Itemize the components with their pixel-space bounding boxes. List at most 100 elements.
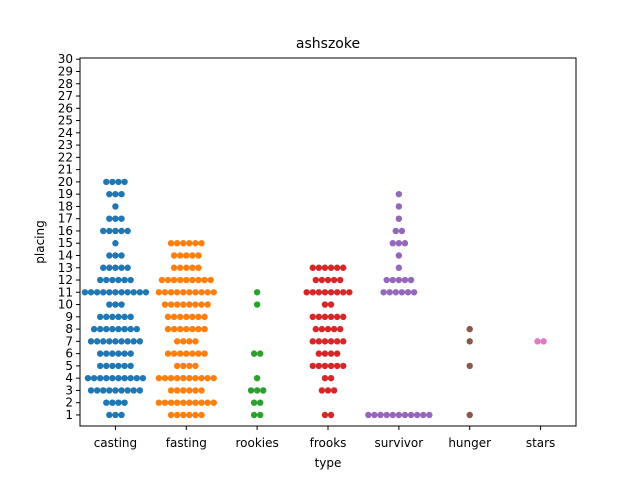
y-tick-label: 22 xyxy=(58,150,73,164)
data-point xyxy=(106,338,113,345)
y-tick-label: 18 xyxy=(58,199,73,213)
data-point xyxy=(327,374,335,382)
data-point xyxy=(318,325,326,333)
data-point xyxy=(115,325,122,333)
y-tick-label: 12 xyxy=(58,273,73,287)
data-point xyxy=(93,387,101,394)
data-point xyxy=(180,387,187,394)
data-point xyxy=(312,325,319,333)
data-point xyxy=(87,338,95,345)
data-point xyxy=(121,399,128,406)
data-point xyxy=(127,325,134,333)
data-point xyxy=(312,276,319,284)
data-point xyxy=(173,240,181,247)
x-tick-label: casting xyxy=(94,436,137,450)
data-point xyxy=(321,374,329,382)
data-point xyxy=(167,387,175,394)
data-point xyxy=(170,350,178,357)
data-point xyxy=(87,387,95,394)
data-point xyxy=(183,276,190,284)
data-point xyxy=(201,350,208,357)
data-point xyxy=(327,289,335,296)
data-point xyxy=(389,276,396,284)
data-point xyxy=(109,178,116,186)
data-point xyxy=(204,374,211,382)
data-point xyxy=(173,399,181,406)
data-point xyxy=(466,325,473,333)
data-point xyxy=(250,411,258,419)
data-point xyxy=(161,289,169,296)
data-point xyxy=(253,301,261,308)
data-point xyxy=(186,387,193,394)
data-point xyxy=(410,289,418,296)
data-point xyxy=(210,289,217,296)
data-point xyxy=(309,264,316,271)
data-point xyxy=(112,387,119,394)
data-point xyxy=(115,362,122,370)
data-point xyxy=(386,289,393,296)
data-point xyxy=(96,313,104,321)
data-point xyxy=(186,411,193,419)
data-point xyxy=(112,264,119,271)
data-point xyxy=(84,374,92,382)
data-point xyxy=(170,325,178,333)
data-point xyxy=(192,374,199,382)
data-point xyxy=(112,227,119,235)
data-point xyxy=(96,276,104,284)
data-point xyxy=(466,411,473,419)
data-point xyxy=(201,276,208,284)
data-point xyxy=(167,289,175,296)
data-point xyxy=(100,264,107,271)
x-axis-title: type xyxy=(315,456,342,470)
y-tick-label: 30 xyxy=(58,52,73,66)
data-point xyxy=(333,338,341,345)
x-tick-label: frooks xyxy=(310,436,347,450)
data-point xyxy=(106,215,113,222)
y-tick-label: 2 xyxy=(65,396,73,410)
data-point xyxy=(466,338,473,345)
data-point xyxy=(315,350,323,357)
data-point xyxy=(118,301,125,308)
data-point xyxy=(192,338,199,345)
y-tick-label: 8 xyxy=(65,322,73,336)
data-point xyxy=(164,325,172,333)
data-point xyxy=(124,289,131,296)
data-point xyxy=(124,227,131,235)
data-point xyxy=(195,276,202,284)
y-axis-ticks: 1234567891011121314151617181920212223242… xyxy=(58,52,80,422)
data-point xyxy=(195,350,202,357)
data-point xyxy=(253,289,261,296)
y-axis-title: placing xyxy=(33,220,47,263)
y-tick-label: 9 xyxy=(65,310,73,324)
y-tick-label: 19 xyxy=(58,187,73,201)
data-point xyxy=(133,374,140,382)
data-point xyxy=(106,264,113,271)
data-point xyxy=(395,215,403,222)
data-point xyxy=(90,374,98,382)
y-tick-label: 3 xyxy=(65,383,73,397)
data-point xyxy=(130,387,137,394)
data-point xyxy=(192,411,199,419)
data-point xyxy=(333,362,341,370)
data-point xyxy=(124,387,131,394)
plot-frame xyxy=(79,57,577,427)
data-point xyxy=(401,276,409,284)
data-point xyxy=(96,325,104,333)
data-point xyxy=(333,350,341,357)
data-point xyxy=(109,313,116,321)
data-point xyxy=(192,387,199,394)
data-point xyxy=(250,399,258,406)
y-tick-label: 26 xyxy=(58,101,73,115)
data-point xyxy=(186,289,193,296)
data-point xyxy=(103,325,110,333)
data-point xyxy=(534,338,541,345)
data-point xyxy=(420,411,427,419)
data-point xyxy=(180,362,187,370)
data-point xyxy=(133,325,140,333)
data-point xyxy=(112,289,119,296)
data-point xyxy=(186,338,193,345)
data-point xyxy=(180,399,187,406)
data-point xyxy=(189,350,196,357)
data-point xyxy=(121,350,128,357)
